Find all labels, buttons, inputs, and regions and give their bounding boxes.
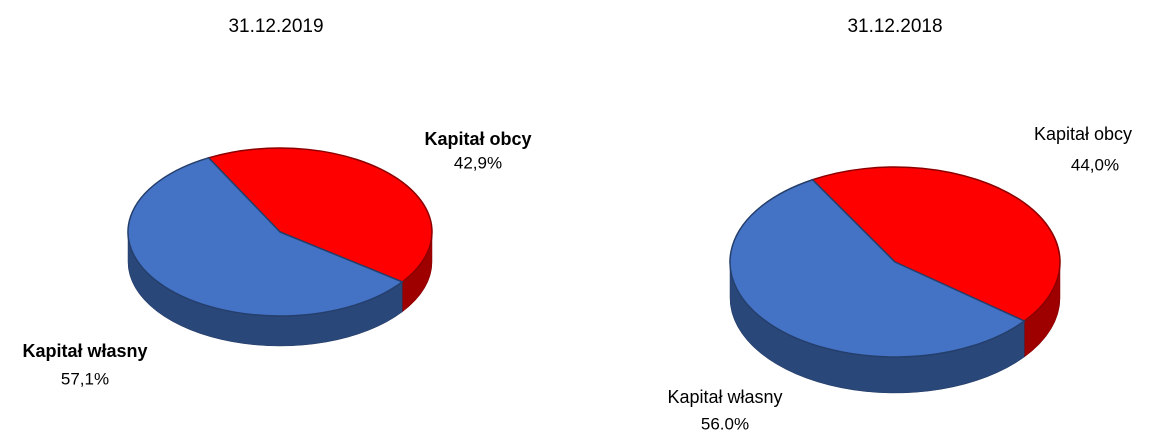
slice-label: Kapitał własny — [667, 387, 782, 407]
pie-tops — [127, 147, 433, 317]
pie-slice — [127, 156, 404, 317]
pie-slice — [729, 178, 1026, 358]
slice-label: Kapitał obcy — [1034, 124, 1132, 144]
pie-tops — [729, 166, 1061, 358]
slice-label: Kapitał własny — [22, 341, 147, 361]
slice-value-label: 56.0% — [701, 414, 749, 433]
slice-value-label: 57,1% — [61, 369, 109, 388]
slice-value-label: 42,9% — [454, 153, 502, 172]
chart-title: 31.12.2019 — [228, 16, 323, 37]
slice-label: Kapitał obcy — [424, 129, 531, 149]
chart-title: 31.12.2018 — [847, 16, 942, 37]
pie-slice — [207, 147, 433, 283]
slice-value-label: 44,0% — [1071, 155, 1119, 174]
pie-slice — [811, 166, 1061, 322]
